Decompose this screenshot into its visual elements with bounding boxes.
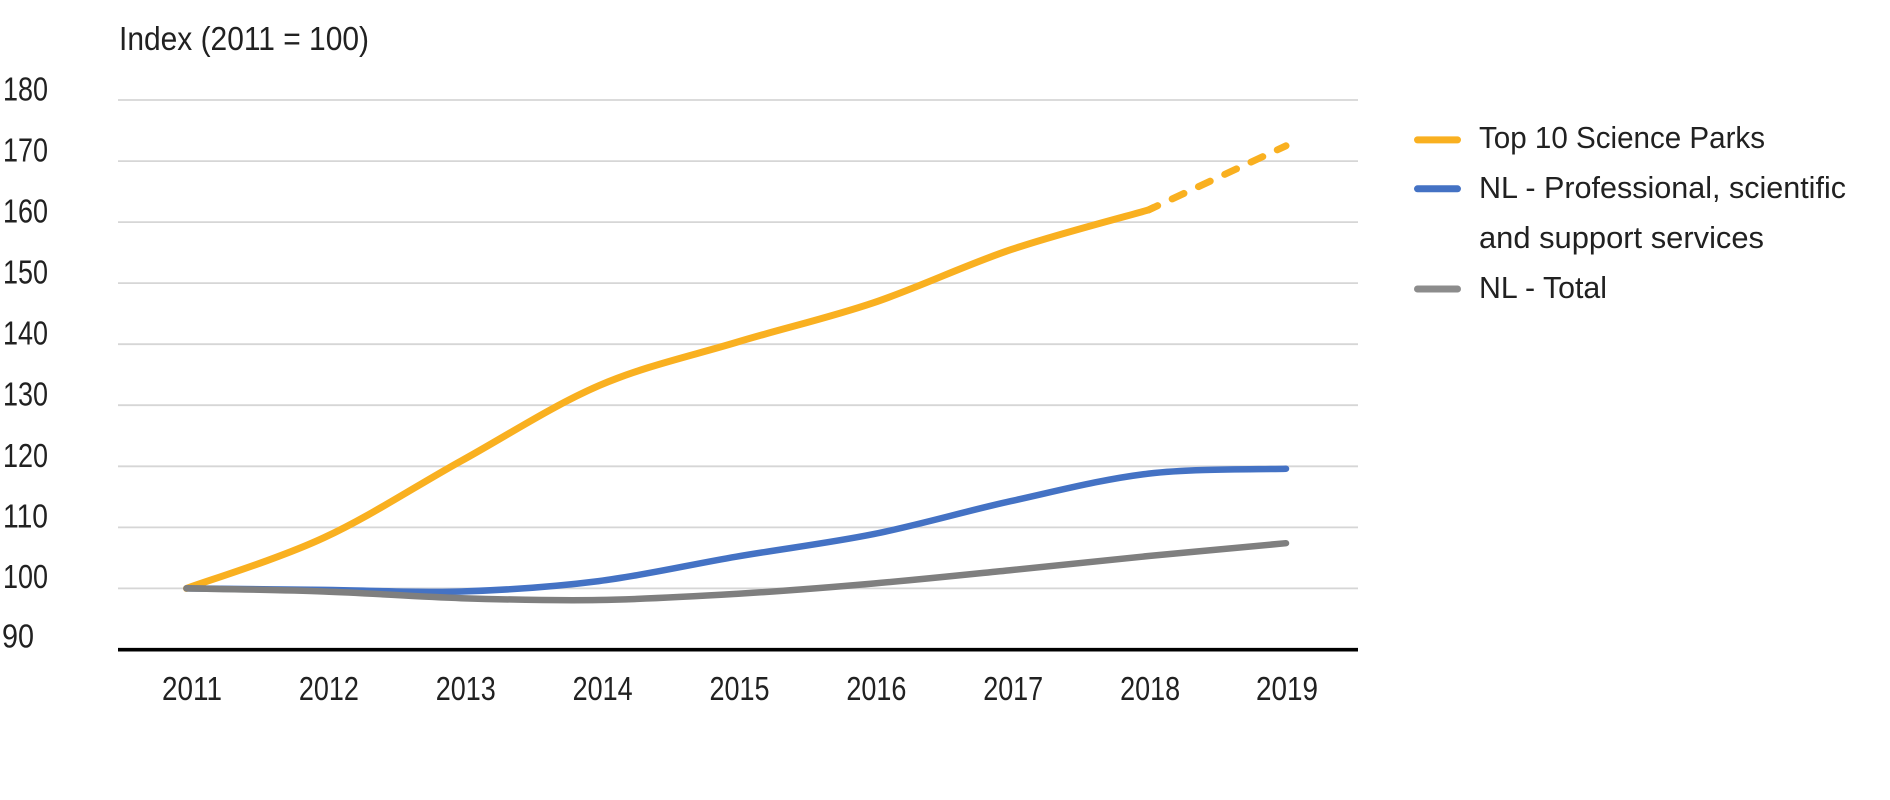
svg-text:150: 150 [3, 254, 48, 291]
svg-text:170: 170 [3, 132, 48, 169]
svg-text:120: 120 [3, 437, 48, 474]
svg-text:110: 110 [3, 497, 48, 534]
svg-text:160: 160 [3, 193, 48, 230]
svg-text:NL - Total: NL - Total [1479, 270, 1607, 305]
svg-text:2017: 2017 [983, 670, 1043, 707]
svg-text:2012: 2012 [299, 670, 359, 707]
svg-text:180: 180 [3, 71, 48, 108]
svg-text:130: 130 [3, 376, 48, 413]
svg-text:90: 90 [2, 617, 34, 654]
svg-text:2018: 2018 [1120, 670, 1180, 707]
svg-text:2013: 2013 [436, 670, 496, 707]
svg-text:Top 10 Science Parks: Top 10 Science Parks [1479, 120, 1765, 155]
svg-text:2016: 2016 [846, 670, 906, 707]
svg-text:2015: 2015 [710, 670, 770, 707]
svg-text:2019: 2019 [1256, 670, 1318, 707]
svg-text:2011: 2011 [162, 670, 222, 707]
svg-text:140: 140 [3, 315, 48, 352]
svg-text:NL - Professional, scientific: NL - Professional, scientific [1479, 170, 1846, 205]
svg-text:and support services: and support services [1479, 220, 1764, 255]
svg-text:Index (2011 = 100): Index (2011 = 100) [119, 20, 369, 57]
svg-text:2014: 2014 [573, 670, 633, 707]
svg-text:100: 100 [3, 558, 48, 595]
